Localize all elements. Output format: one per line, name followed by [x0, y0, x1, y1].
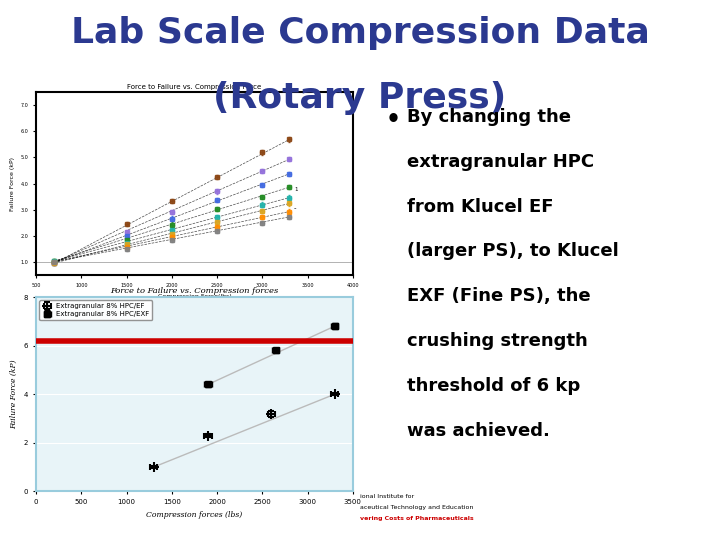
Text: -: - — [294, 205, 297, 211]
Text: was achieved.: was achieved. — [407, 422, 549, 440]
Text: extragranular HPC: extragranular HPC — [407, 153, 594, 171]
Text: EXF (Fine PS), the: EXF (Fine PS), the — [407, 287, 590, 305]
Text: (Rotary Press): (Rotary Press) — [213, 81, 507, 115]
Text: ional Institute for: ional Institute for — [360, 494, 414, 499]
Text: Lab Scale Compression Data: Lab Scale Compression Data — [71, 16, 649, 50]
Text: By changing the: By changing the — [407, 108, 571, 126]
Title: Force to Failure vs. Compression Force: Force to Failure vs. Compression Force — [127, 84, 261, 90]
Text: aceutical Technology and Education: aceutical Technology and Education — [360, 505, 473, 510]
Title: Force to Failure vs. Compression forces: Force to Failure vs. Compression forces — [110, 287, 279, 295]
Y-axis label: Failure Force (kP): Failure Force (kP) — [10, 360, 18, 429]
Text: 1: 1 — [294, 187, 297, 192]
Y-axis label: Failure Force (kP): Failure Force (kP) — [10, 157, 15, 211]
Text: (larger PS), to Klucel: (larger PS), to Klucel — [407, 242, 618, 260]
Legend: Extragranular 8% HPC/EF, Extragranular 8% HPC/EXF: Extragranular 8% HPC/EF, Extragranular 8… — [40, 300, 152, 320]
Text: threshold of 6 kp: threshold of 6 kp — [407, 377, 580, 395]
Text: •: • — [385, 108, 400, 132]
Text: crushing strength: crushing strength — [407, 332, 588, 350]
X-axis label: Compression forces (lbs): Compression forces (lbs) — [146, 511, 243, 518]
Text: from Klucel EF: from Klucel EF — [407, 198, 553, 215]
Text: vering Costs of Pharmaceuticals: vering Costs of Pharmaceuticals — [360, 516, 474, 521]
X-axis label: Compression Force(lbs): Compression Force(lbs) — [158, 294, 231, 299]
